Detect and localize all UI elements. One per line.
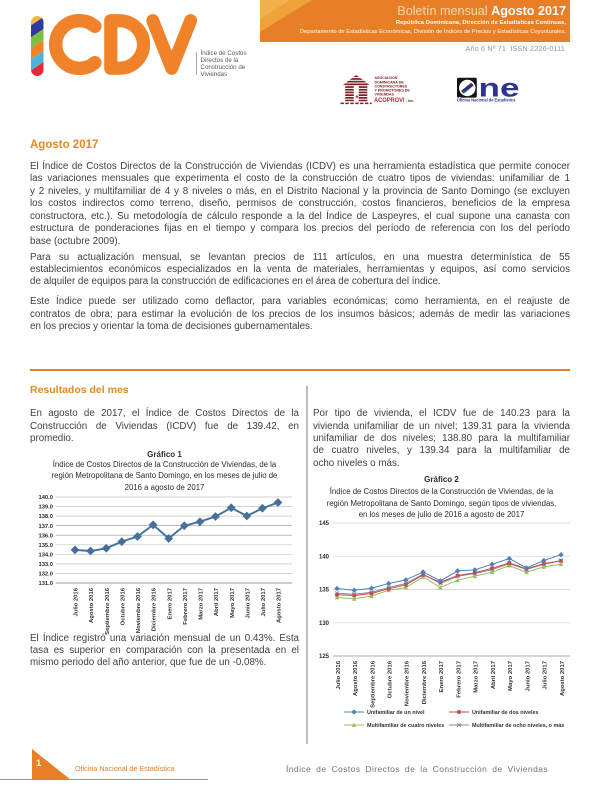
svg-text:134.0: 134.0: [38, 552, 53, 558]
svg-text:Febrero 2017: Febrero 2017: [183, 587, 189, 624]
svg-text:Julio 2017: Julio 2017: [543, 660, 549, 689]
svg-text:135: 135: [319, 588, 330, 594]
svg-text:ne: ne: [479, 75, 520, 103]
svg-text:125: 125: [319, 654, 330, 660]
svg-text:Junio 2017: Junio 2017: [245, 587, 251, 618]
svg-text:Septiembre 2016: Septiembre 2016: [370, 660, 376, 708]
svg-text:Octubre 2016: Octubre 2016: [120, 587, 126, 625]
svg-text:Multifamiliar de ocho niveles,: Multifamiliar de ocho niveles, o más: [472, 723, 564, 729]
svg-text:ACOPROVI: ACOPROVI: [374, 97, 405, 104]
svg-text:145: 145: [319, 521, 330, 527]
svg-text:Octubre 2016: Octubre 2016: [388, 660, 394, 698]
svg-text:Diciembre 2016: Diciembre 2016: [152, 587, 158, 631]
svg-text:Julio 2016: Julio 2016: [74, 587, 80, 616]
svg-text:Agosto 2016: Agosto 2016: [353, 660, 359, 696]
svg-text:Noviembre 2016: Noviembre 2016: [405, 660, 411, 706]
svg-text:135.0: 135.0: [38, 543, 53, 549]
svg-text:ASOCIACIÓN: ASOCIACIÓN: [375, 75, 398, 80]
svg-text:Junio 2017: Junio 2017: [525, 660, 531, 691]
svg-text:130: 130: [319, 621, 330, 627]
svg-text:137.0: 137.0: [38, 524, 53, 530]
svg-text:Mayo 2017: Mayo 2017: [230, 587, 236, 618]
svg-text:Agosto 2016: Agosto 2016: [89, 587, 95, 623]
svg-text:Marzo 2017: Marzo 2017: [199, 587, 205, 619]
svg-text:Multifamiliar de cuatro nivele: Multifamiliar de cuatro niveles: [367, 723, 444, 729]
svg-text:DOMINICANA DE: DOMINICANA DE: [375, 80, 405, 84]
svg-text:140: 140: [319, 555, 330, 561]
svg-text:Diciembre 2016: Diciembre 2016: [422, 660, 428, 704]
svg-text:Julio 2016: Julio 2016: [336, 660, 342, 689]
svg-text:Marzo 2017: Marzo 2017: [474, 660, 480, 692]
svg-text:Agosto 2017: Agosto 2017: [560, 660, 566, 696]
svg-text:136.0: 136.0: [38, 533, 53, 539]
svg-text:138.0: 138.0: [38, 514, 53, 520]
svg-text:Mayo 2017: Mayo 2017: [508, 660, 514, 691]
svg-text:Julio 2017: Julio 2017: [261, 587, 267, 616]
svg-text:131.0: 131.0: [38, 581, 53, 587]
svg-text:132.0: 132.0: [38, 572, 53, 578]
svg-text:, Inc.: , Inc.: [406, 99, 415, 103]
svg-text:140.0: 140.0: [38, 495, 53, 501]
svg-text:Y PROMOTORES DE: Y PROMOTORES DE: [375, 89, 411, 93]
svg-text:Enero 2017: Enero 2017: [167, 587, 173, 619]
svg-text:Noviembre 2016: Noviembre 2016: [136, 587, 142, 633]
svg-text:CONSTRUCTORES: CONSTRUCTORES: [375, 84, 408, 88]
svg-text:133.0: 133.0: [38, 562, 53, 568]
svg-text:Febrero 2017: Febrero 2017: [456, 660, 462, 697]
svg-text:Agosto 2017: Agosto 2017: [277, 587, 283, 623]
svg-text:Unifamiliar de dos niveles: Unifamiliar de dos niveles: [472, 710, 539, 716]
svg-text:Oficina Nacional de Estadístic: Oficina Nacional de Estadística: [457, 98, 516, 103]
svg-text:VIVIENDAS: VIVIENDAS: [375, 93, 395, 97]
svg-text:139.0: 139.0: [38, 505, 53, 511]
svg-text:Enero 2017: Enero 2017: [439, 660, 445, 692]
svg-text:Abril 2017: Abril 2017: [214, 587, 220, 616]
svg-text:Abril 2017: Abril 2017: [491, 660, 497, 689]
svg-text:Unifamiliar de un nivel: Unifamiliar de un nivel: [367, 710, 425, 716]
svg-text:Septiembre 2016: Septiembre 2016: [105, 587, 111, 635]
